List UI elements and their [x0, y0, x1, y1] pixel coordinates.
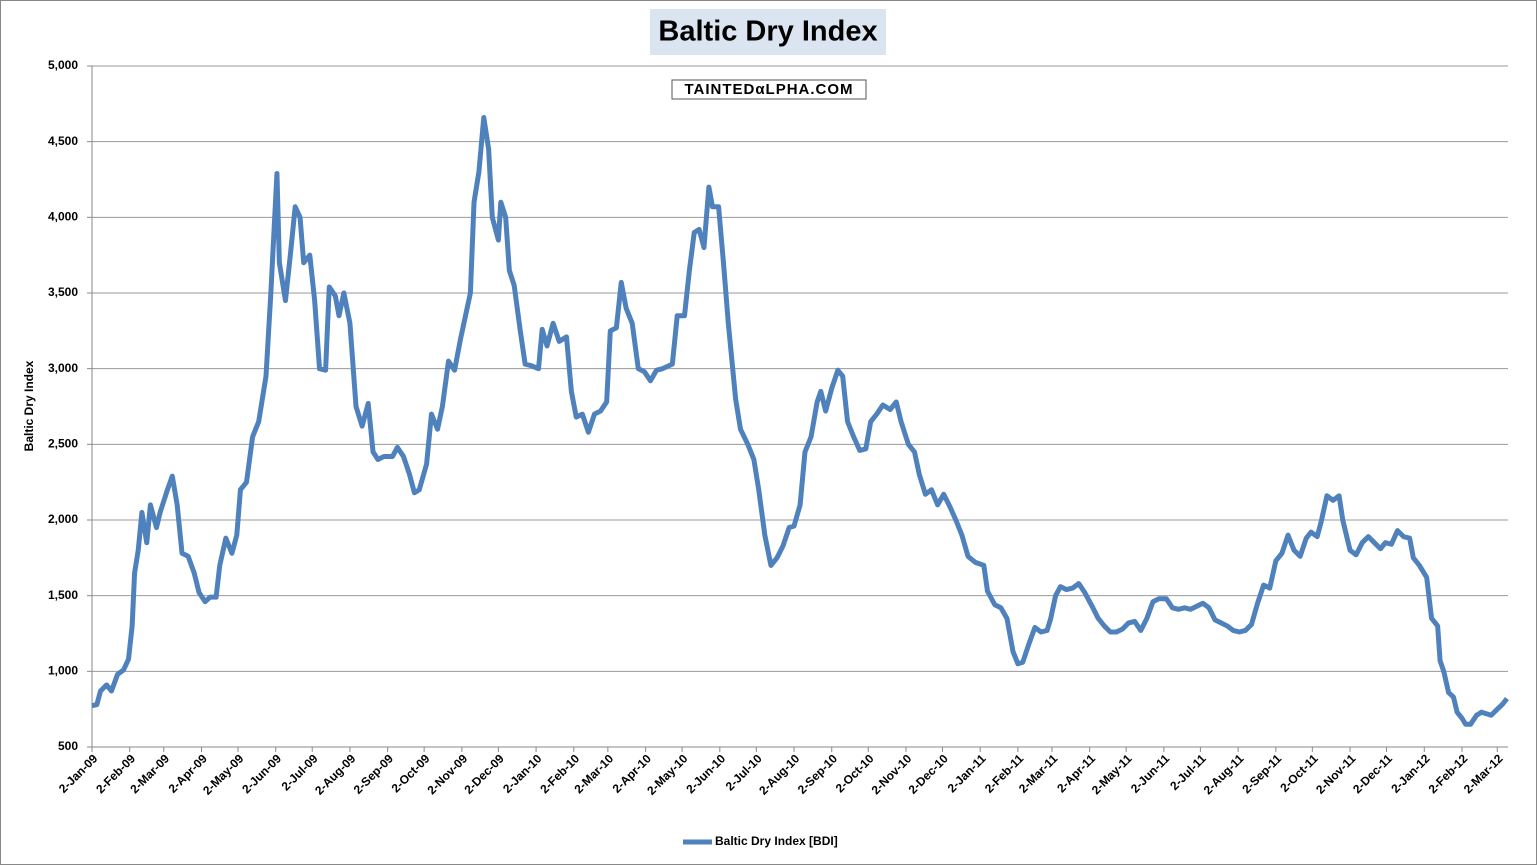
y-tick-label: 3,000: [48, 361, 78, 375]
watermark-box: [671, 79, 867, 100]
y-tick-label: 1,500: [48, 588, 78, 602]
y-tick-label: 2,500: [48, 437, 78, 451]
watermark: TAINTEDαLPHA.COM: [684, 81, 853, 98]
y-axis-label: Baltic Dry Index: [22, 360, 36, 451]
y-tick-label: 4,500: [48, 134, 78, 148]
chart-title: Baltic Dry Index: [658, 16, 877, 48]
y-tick-label: 5,000: [48, 58, 78, 72]
data-line: [91, 114, 1509, 727]
title-box: [650, 9, 886, 55]
y-tick-label: 3,500: [48, 285, 78, 299]
y-tick-label: 2,000: [48, 512, 78, 526]
y-tick-label: 500: [58, 739, 78, 753]
y-tick-label: 1,000: [48, 664, 78, 678]
y-tick-label: 4,000: [48, 210, 78, 224]
legend-label: Baltic Dry Index [BDI]: [715, 834, 838, 848]
